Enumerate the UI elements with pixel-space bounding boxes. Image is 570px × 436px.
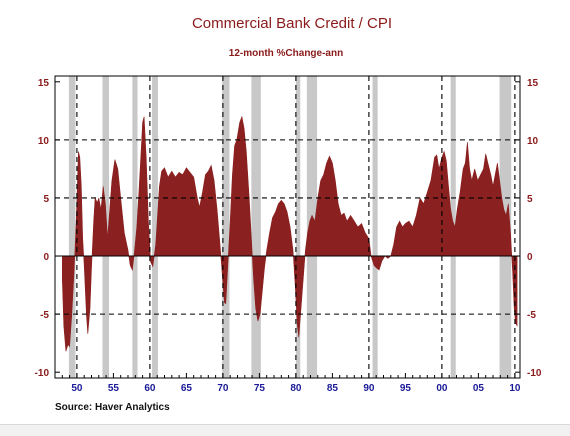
y-tick-label-left: -5 [40, 310, 49, 321]
recession-band [295, 76, 301, 378]
y-tick-label-right: 0 [527, 252, 533, 263]
chart-title: Commercial Bank Credit / CPI [192, 15, 392, 32]
y-tick-label-left: 15 [38, 78, 50, 89]
gridlines [55, 76, 520, 378]
x-tick-label: 00 [436, 383, 448, 394]
x-tick-label: 65 [181, 383, 193, 394]
x-tick-label: 55 [108, 383, 120, 394]
series-area [62, 115, 518, 352]
y-tick-label-left: 10 [38, 136, 50, 147]
source-note: Source: Haver Analytics [55, 402, 170, 413]
x-tick-label: 80 [290, 383, 302, 394]
recession-band [251, 76, 261, 378]
y-tick-label-right: 10 [527, 136, 539, 147]
y-tick-label-left: 5 [43, 194, 49, 205]
x-tick-label: 05 [473, 383, 485, 394]
x-tick-label: 95 [400, 383, 412, 394]
x-tick-label: 85 [327, 383, 339, 394]
y-tick-label-left: 0 [43, 252, 49, 263]
recession-band [68, 76, 76, 378]
recession-band [152, 76, 158, 378]
recession-band [132, 76, 138, 378]
x-tick-label: 10 [509, 383, 521, 394]
bottom-strip [0, 424, 570, 436]
recession-band [222, 76, 230, 378]
y-tick-label-right: 15 [527, 78, 539, 89]
y-tick-label-right: -10 [527, 368, 542, 379]
data-area [62, 115, 518, 352]
plot-frame [54, 75, 521, 379]
y-tick-label-right: 5 [527, 194, 533, 205]
y-tick-label-right: -5 [527, 310, 536, 321]
x-tick-label: 75 [254, 383, 266, 394]
x-tick-label: 70 [217, 383, 229, 394]
chart-subtitle: 12-month %Change-ann [229, 48, 343, 59]
y-tick-label-left: -10 [35, 368, 50, 379]
x-tick-label: 50 [71, 383, 83, 394]
x-tick-label: 90 [363, 383, 375, 394]
recession-band [372, 76, 378, 378]
x-tick-label: 60 [144, 383, 156, 394]
